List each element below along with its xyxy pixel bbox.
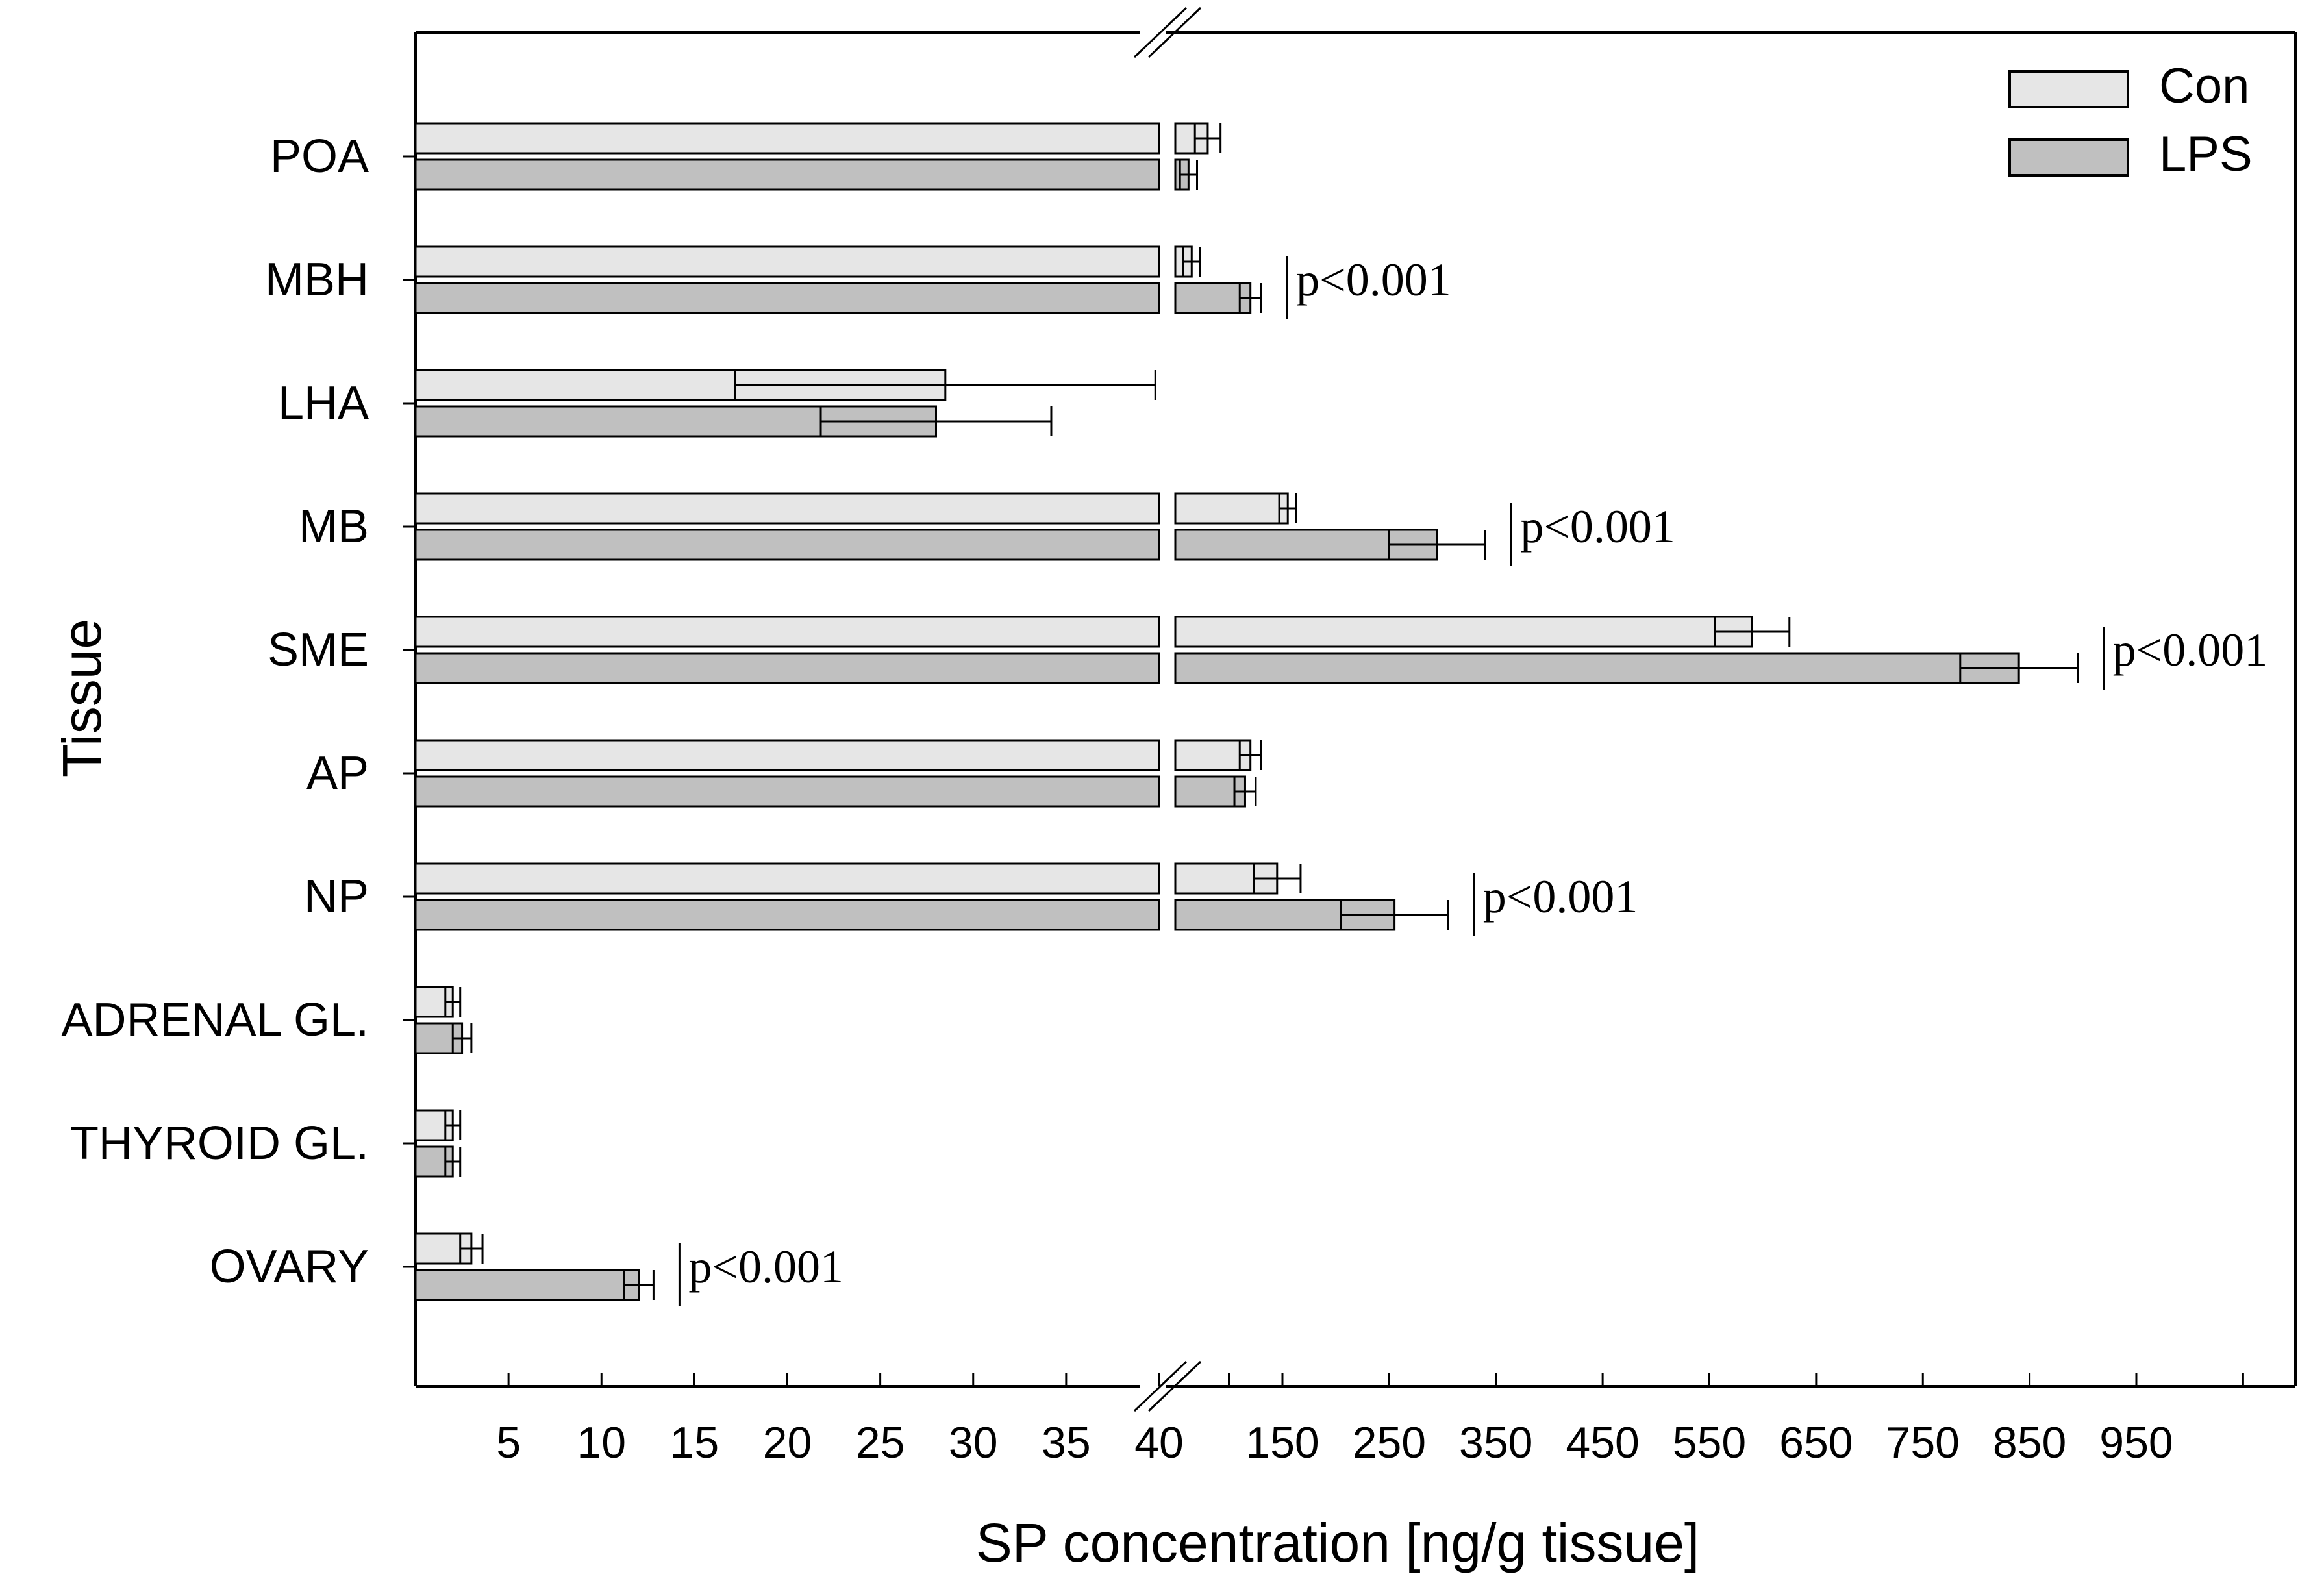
axis-ticks: 5 10 15 20 25 30 35 40 150 250 350 450 550 650 750 850 9… [62,131,2244,1467]
x-tick-label: 250 [1353,1418,1426,1467]
x-tick-label: 350 [1459,1418,1532,1467]
bar-lps [414,282,1160,314]
x-tick-label: 20 [763,1418,812,1467]
axis-break-mark [1133,6,1188,58]
y-tick-label: LHA [278,377,369,429]
x-tick-label: 950 [2099,1418,2173,1467]
plot-frame [414,6,2297,1412]
bar-con [414,369,947,401]
bar-lps [1174,652,2020,684]
x-tick-label: 15 [670,1418,719,1467]
x-tick-label: 550 [1673,1418,1746,1467]
annotations-layer: p<0.001 p<0.001 p<0.001 p<0.001 p<0.001 [678,254,2268,1306]
bar-con [414,862,1160,895]
y-tick-label: THYROID GL. [70,1117,369,1169]
x-tick-label: 30 [949,1418,998,1467]
legend: Con LPS [2008,58,2253,182]
x-tick-label: 450 [1566,1418,1639,1467]
significance-label: p<0.001 [2113,624,2268,676]
x-tick-label: 35 [1042,1418,1091,1467]
x-tick-label: 25 [856,1418,905,1467]
bar-con [414,492,1160,525]
bar-lps [414,652,1160,684]
axis-break-mark [1133,1360,1188,1412]
x-tick-label: 40 [1134,1418,1184,1467]
axis-break-mark [1147,6,1202,58]
bar-lps [414,775,1160,808]
legend-swatch-con [2008,70,2129,108]
bar-con [1174,492,1289,525]
x-axis-title: SP concentration [ng/g tissue] [976,1512,1699,1573]
bar-con [414,739,1160,771]
legend-label-con: Con [2159,58,2249,114]
bar-lps [1174,282,1252,314]
significance-label: p<0.001 [1483,871,1638,923]
bar-lps [414,529,1160,561]
bar-con [414,1109,454,1141]
bar-con [414,122,1160,155]
bar-con [414,245,1160,278]
x-tick-label: 10 [577,1418,626,1467]
y-tick-label: OVARY [210,1241,369,1293]
y-tick-label: NP [304,871,369,923]
bar-con [1174,616,1753,648]
y-tick-label: POA [270,131,369,182]
bar-lps [414,158,1160,191]
legend-label-lps: LPS [2159,127,2253,182]
bar-con [414,616,1160,648]
y-tick-label: MBH [265,254,369,306]
bar-lps [414,899,1160,931]
significance-label: p<0.001 [1520,501,1675,553]
y-tick-label: ADRENAL GL. [62,994,369,1046]
y-tick-label: SME [268,624,369,676]
x-tick-label: 150 [1245,1418,1319,1467]
bar-lps [414,1269,640,1301]
significance-label: p<0.001 [1296,254,1451,306]
significance-label: p<0.001 [688,1241,843,1293]
bars-layer [414,122,2079,1301]
axis-break-mark [1147,1360,1202,1412]
y-tick-label: AP [306,747,369,799]
y-axis-title: Tissue [51,619,112,777]
x-tick-label: 5 [496,1418,521,1467]
x-tick-label: 650 [1779,1418,1853,1467]
x-tick-label: 850 [1993,1418,2066,1467]
x-tick-label: 750 [1886,1418,1960,1467]
legend-swatch-lps [2008,138,2129,177]
y-tick-label: MB [299,501,369,553]
